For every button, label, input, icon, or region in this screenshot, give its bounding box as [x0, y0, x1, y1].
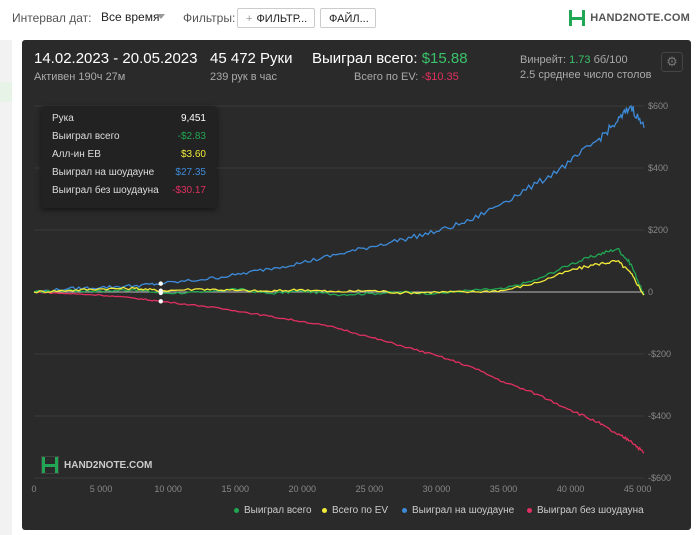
y-tick-label: $400: [648, 163, 668, 173]
x-tick-label: 45 000: [624, 484, 652, 494]
tooltip-value: -$2.83: [177, 131, 206, 142]
tooltip-row-hand: Рука 9,451: [52, 113, 206, 129]
tooltip-label: Рука: [52, 113, 74, 124]
y-tick-label: -$200: [648, 349, 671, 359]
hover-markers: [158, 281, 163, 304]
hands-count: 45 472 Руки: [210, 50, 293, 67]
settings-gear-button[interactable]: ⚙: [661, 52, 683, 72]
chevron-down-icon[interactable]: [157, 14, 165, 19]
won-total-value: $15.88: [421, 50, 468, 67]
left-sidebar-selected-edge: [0, 82, 12, 102]
tooltip-value: $3.60: [180, 149, 206, 160]
tooltip-row-no-showdown: Выиграл без шоудауна -$30.17: [52, 185, 206, 201]
y-axis-ticks: $600 $400 $200 0 -$200 -$400 -$600: [648, 101, 671, 483]
watermark-text: HAND2NOTE.COM: [64, 459, 153, 471]
gear-icon: ⚙: [666, 54, 678, 69]
x-tick-label: 40 000: [557, 484, 585, 494]
filter-button-label: ФИЛЬТР...: [256, 13, 308, 25]
series-line: [33, 259, 645, 296]
winrate: Винрейт: 1.73 бб/100: [520, 54, 628, 66]
winrate-label: Винрейт:: [520, 54, 567, 66]
hover-point: [158, 288, 163, 293]
x-tick-label: 35 000: [490, 484, 518, 494]
x-tick-label: 25 000: [356, 484, 384, 494]
interval-select[interactable]: Все время: [101, 10, 160, 24]
x-tick-label: 15 000: [221, 484, 249, 494]
hands-per-hour: 239 рук в час: [210, 71, 278, 83]
profit-graph[interactable]: 0 5 000 10 000 15 000 20 000 25 000 30 000 35 0…: [22, 94, 691, 514]
tooltip-label: Выиграл на шоудауне: [52, 167, 155, 178]
legend-item-showdown[interactable]: Выиграл на шоудауне: [402, 505, 514, 516]
tooltip-label: Алл-ин EB: [52, 149, 101, 160]
watermark-logo: HAND2NOTE.COM: [41, 456, 152, 474]
legend-dot-icon: [402, 507, 407, 513]
y-tick-label: -$400: [648, 411, 671, 421]
tooltip-value: -$30.17: [172, 185, 206, 196]
tooltip-value: 9,451: [180, 113, 206, 124]
hover-tooltip: Рука 9,451 Выиграл всего -$2.83 Алл-ин E…: [41, 106, 217, 208]
active-time: Активен 190ч 27м: [34, 71, 126, 83]
interval-label: Интервал дат:: [12, 11, 92, 25]
avg-tables: 2.5 среднее число столов: [520, 69, 652, 81]
y-tick-label: -$600: [648, 473, 671, 483]
filters-label: Фильтры:: [183, 11, 236, 25]
legend-dot-icon: [322, 507, 327, 513]
legend-label: Всего по EV: [332, 505, 389, 516]
x-tick-label: 20 000: [289, 484, 317, 494]
chart-lines: [33, 104, 645, 454]
tooltip-row-allin-ev: Алл-ин EB $3.60: [52, 149, 206, 165]
legend-item-won[interactable]: Выиграл всего: [234, 505, 312, 516]
series-line: [34, 291, 645, 454]
left-sidebar-edge: [0, 40, 12, 535]
brand-logo-text: HAND2NOTE.COM: [590, 12, 690, 24]
x-tick-label: 0: [31, 484, 36, 494]
series-line: [33, 104, 645, 293]
x-tick-label: 10 000: [154, 484, 182, 494]
file-button[interactable]: ФАЙЛ...: [320, 8, 376, 28]
graph-panel: 14.02.2023 - 20.05.2023 Активен 190ч 27м…: [22, 40, 691, 530]
winrate-unit: бб/100: [593, 54, 628, 66]
won-total-label: Выиграл всего:: [312, 50, 418, 67]
legend-label: Выиграл без шоудауна: [537, 505, 644, 516]
won-total: Выиграл всего: $15.88: [312, 50, 468, 67]
ev-total: Всего по EV: -$10.35: [354, 71, 459, 83]
tooltip-value: $27.35: [175, 167, 206, 178]
legend-item-ev[interactable]: Всего по EV: [322, 505, 388, 516]
x-tick-label: 5 000: [90, 484, 113, 494]
x-tick-label: 30 000: [423, 484, 451, 494]
legend-item-no-showdown[interactable]: Выиграл без шоудауна: [527, 505, 644, 516]
ev-total-value: -$10.35: [421, 71, 459, 83]
hover-point: [158, 281, 163, 286]
hand2note-logo-icon: [568, 9, 586, 27]
legend-label: Выиграл всего: [244, 505, 312, 516]
y-tick-label: $600: [648, 101, 668, 111]
tooltip-row-won: Выиграл всего -$2.83: [52, 131, 206, 147]
tooltip-label: Выиграл без шоудауна: [52, 185, 159, 196]
legend-dot-icon: [234, 507, 239, 513]
x-axis-ticks: 0 5 000 10 000 15 000 20 000 25 000 30 000 35 0…: [31, 484, 651, 494]
y-tick-label: 0: [648, 287, 653, 297]
y-tick-label: $200: [648, 225, 668, 235]
date-range: 14.02.2023 - 20.05.2023: [34, 50, 198, 67]
brand-logo: HAND2NOTE.COM: [568, 9, 690, 27]
tooltip-label: Выиграл всего: [52, 131, 120, 142]
legend-dot-icon: [527, 507, 532, 513]
file-button-label: ФАЙЛ...: [329, 13, 369, 25]
tooltip-row-showdown: Выиграл на шоудауне $27.35: [52, 167, 206, 183]
ev-total-label: Всего по EV:: [354, 71, 419, 83]
winrate-value: 1.73: [569, 54, 591, 66]
hover-point: [158, 299, 163, 304]
top-toolbar: Интервал дат: Все время Фильтры: + ФИЛЬТР…: [0, 0, 700, 38]
hand2note-watermark-icon: [41, 456, 59, 474]
plus-icon: +: [246, 13, 253, 25]
legend-label: Выиграл на шоудауне: [412, 505, 515, 516]
filter-button[interactable]: + ФИЛЬТР...: [237, 8, 315, 28]
